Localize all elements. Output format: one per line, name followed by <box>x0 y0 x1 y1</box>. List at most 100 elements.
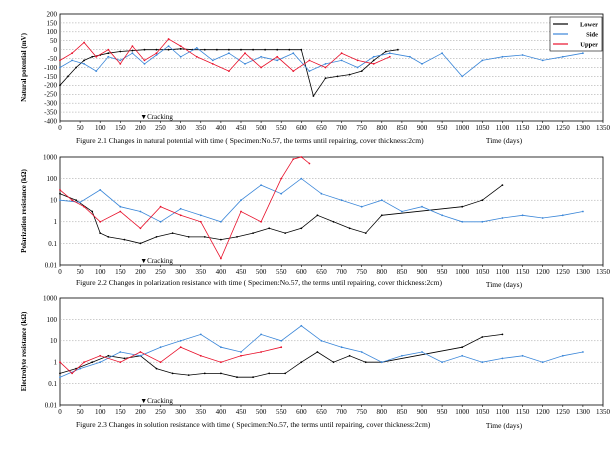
data-point-upper <box>179 45 182 47</box>
data-point-upper <box>240 210 242 213</box>
plot-frame <box>59 297 604 406</box>
data-point-side <box>324 63 327 65</box>
data-point-upper <box>71 372 73 375</box>
data-point-lower <box>332 220 335 223</box>
data-point-side <box>501 217 504 219</box>
data-point-side <box>211 59 214 62</box>
data-point-side <box>541 217 544 219</box>
data-point-lower <box>332 361 335 364</box>
x-tick-label: 850 <box>397 268 408 276</box>
data-point-upper <box>276 55 279 58</box>
data-point-lower <box>59 84 61 87</box>
data-point-upper <box>280 177 283 180</box>
data-point-side <box>139 210 142 213</box>
x-tick-label: 900 <box>417 408 428 416</box>
plot-frame <box>59 156 604 266</box>
data-point-lower <box>288 48 291 51</box>
x-tick-label: 700 <box>336 124 347 132</box>
x-axis-label: Time (days) <box>486 280 523 289</box>
series-line-lower <box>59 334 503 378</box>
data-point-side <box>131 52 134 55</box>
data-point-lower <box>99 232 102 235</box>
series-line-upper <box>59 156 310 260</box>
data-point-lower <box>348 73 351 76</box>
data-point-side <box>521 214 524 217</box>
data-point-side <box>521 354 524 357</box>
series-line-side <box>59 45 583 77</box>
x-tick-label: 600 <box>296 268 307 276</box>
x-tick-label: 1000 <box>455 268 470 276</box>
data-point-lower <box>179 47 182 50</box>
data-point-upper <box>244 52 246 55</box>
y-tick-label: -350 <box>44 108 57 116</box>
data-point-side <box>320 192 323 195</box>
x-tick-label: 600 <box>296 124 307 132</box>
data-point-lower <box>252 232 255 235</box>
data-point-lower <box>203 372 206 375</box>
data-point-lower <box>461 346 464 349</box>
data-point-side <box>360 351 363 353</box>
data-point-upper <box>131 45 134 47</box>
y-tick-label: -400 <box>44 117 57 125</box>
data-point-lower <box>167 48 170 51</box>
data-point-lower <box>91 361 94 364</box>
data-point-lower <box>139 242 142 245</box>
data-point-upper <box>220 361 222 364</box>
data-point-side <box>199 333 202 336</box>
data-point-side <box>421 351 423 353</box>
data-point-side <box>461 220 464 223</box>
x-tick-label: 1100 <box>496 408 510 416</box>
x-tick-label: 150 <box>115 268 126 276</box>
x-tick-label: 1150 <box>516 268 530 276</box>
x-tick-label: 150 <box>115 124 126 132</box>
x-tick-label: 400 <box>216 268 227 276</box>
x-tick-label: 100 <box>95 408 106 416</box>
series-line-side <box>59 325 583 378</box>
x-tick-label: 950 <box>437 268 448 276</box>
data-point-lower <box>91 210 94 213</box>
x-axis-label: Time (days) <box>486 421 523 430</box>
data-point-lower <box>59 372 61 375</box>
data-point-lower <box>220 238 222 241</box>
x-tick-label: 1050 <box>475 268 490 276</box>
data-point-lower <box>171 372 174 375</box>
data-point-lower <box>75 199 77 202</box>
data-point-lower <box>268 372 271 375</box>
data-point-lower <box>300 361 303 364</box>
x-tick-label: 1250 <box>556 124 571 132</box>
x-tick-label: 900 <box>417 268 428 276</box>
data-point-lower <box>155 48 158 51</box>
data-point-side <box>360 205 363 208</box>
x-tick-label: 500 <box>256 408 267 416</box>
data-point-upper <box>292 70 295 72</box>
x-tick-label: 50 <box>77 124 85 132</box>
x-tick-label: 0 <box>58 268 62 276</box>
data-point-upper <box>388 55 391 58</box>
x-tick-label: 800 <box>377 268 388 276</box>
x-tick-label: 950 <box>437 408 448 416</box>
data-point-upper <box>167 38 170 40</box>
data-point-side <box>59 376 61 379</box>
data-point-side <box>119 351 122 353</box>
x-tick-label: 350 <box>196 124 207 132</box>
data-point-side <box>79 367 81 370</box>
data-point-side <box>220 220 222 223</box>
x-tick-label: 450 <box>236 268 247 276</box>
data-point-lower <box>252 48 255 51</box>
data-point-side <box>388 52 391 55</box>
data-point-upper <box>159 361 162 364</box>
x-tick-label: 700 <box>336 408 347 416</box>
data-point-lower <box>216 48 218 51</box>
data-point-lower <box>59 192 61 195</box>
data-point-side <box>441 361 443 364</box>
y-tick-label: 1 <box>54 359 58 367</box>
x-tick-label: 400 <box>216 124 227 132</box>
x-tick-label: 1100 <box>496 124 510 132</box>
y-tick-label: 10 <box>50 337 58 345</box>
x-tick-label: 550 <box>276 268 287 276</box>
data-point-lower <box>324 77 327 80</box>
x-tick-label: 400 <box>216 408 227 416</box>
x-tick-label: 0 <box>58 408 62 416</box>
data-point-lower <box>284 372 287 375</box>
data-point-lower <box>481 336 484 338</box>
